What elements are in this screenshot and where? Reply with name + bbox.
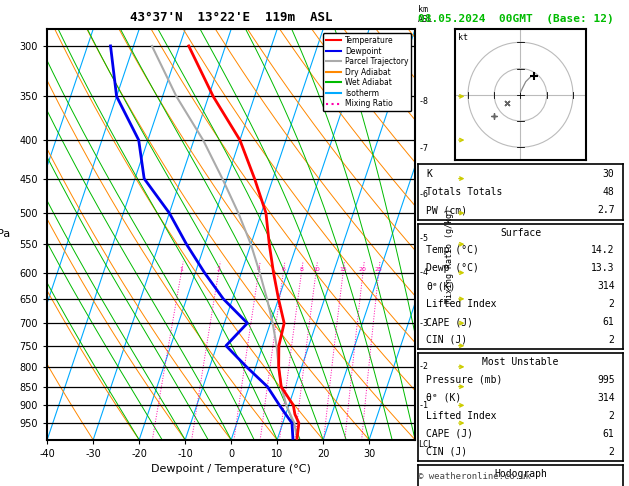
Y-axis label: hPa: hPa bbox=[0, 229, 10, 240]
Text: Surface: Surface bbox=[500, 227, 541, 238]
Text: LCL: LCL bbox=[418, 440, 433, 449]
Text: 15: 15 bbox=[339, 267, 347, 272]
Text: -5: -5 bbox=[418, 234, 428, 243]
X-axis label: Dewpoint / Temperature (°C): Dewpoint / Temperature (°C) bbox=[151, 465, 311, 474]
Text: PW (cm): PW (cm) bbox=[426, 206, 467, 215]
Text: 2: 2 bbox=[609, 335, 615, 345]
Text: 8: 8 bbox=[299, 267, 303, 272]
Text: 08.05.2024  00GMT  (Base: 12): 08.05.2024 00GMT (Base: 12) bbox=[418, 14, 614, 24]
Text: θᵉ(K): θᵉ(K) bbox=[426, 281, 456, 291]
Text: kt: kt bbox=[457, 33, 467, 42]
Text: 2: 2 bbox=[216, 267, 220, 272]
Text: Temp (°C): Temp (°C) bbox=[426, 245, 479, 256]
Text: 995: 995 bbox=[597, 375, 615, 385]
Text: -6: -6 bbox=[418, 190, 428, 199]
Text: θᵉ (K): θᵉ (K) bbox=[426, 393, 462, 403]
Text: 10: 10 bbox=[312, 267, 320, 272]
Text: -8: -8 bbox=[418, 97, 428, 106]
Text: Dewp (°C): Dewp (°C) bbox=[426, 263, 479, 273]
Text: 43°37'N  13°22'E  119m  ASL: 43°37'N 13°22'E 119m ASL bbox=[130, 11, 332, 24]
Text: 14.2: 14.2 bbox=[591, 245, 615, 256]
Text: 2: 2 bbox=[609, 411, 615, 421]
Text: 1: 1 bbox=[179, 267, 183, 272]
Text: 25: 25 bbox=[375, 267, 382, 272]
Text: CAPE (J): CAPE (J) bbox=[426, 429, 474, 439]
Text: CIN (J): CIN (J) bbox=[426, 335, 467, 345]
Text: 20: 20 bbox=[359, 267, 367, 272]
Text: Hodograph: Hodograph bbox=[494, 469, 547, 479]
Text: 13.3: 13.3 bbox=[591, 263, 615, 273]
Text: -3: -3 bbox=[418, 319, 428, 328]
Text: 4: 4 bbox=[257, 267, 260, 272]
Text: © weatheronline.co.uk: © weatheronline.co.uk bbox=[418, 472, 531, 481]
Text: 314: 314 bbox=[597, 281, 615, 291]
Text: CIN (J): CIN (J) bbox=[426, 447, 467, 457]
Text: 30: 30 bbox=[603, 169, 615, 178]
Text: 2.7: 2.7 bbox=[597, 206, 615, 215]
Text: km
ASL: km ASL bbox=[418, 5, 433, 24]
Text: 6: 6 bbox=[281, 267, 285, 272]
Text: 48: 48 bbox=[603, 187, 615, 197]
Text: Pressure (mb): Pressure (mb) bbox=[426, 375, 503, 385]
Text: 61: 61 bbox=[603, 317, 615, 327]
Text: 2: 2 bbox=[609, 299, 615, 309]
Text: K: K bbox=[426, 169, 432, 178]
Text: Totals Totals: Totals Totals bbox=[426, 187, 503, 197]
Text: -4: -4 bbox=[418, 268, 428, 277]
Text: 2: 2 bbox=[609, 447, 615, 457]
Text: Lifted Index: Lifted Index bbox=[426, 299, 497, 309]
Text: -1: -1 bbox=[418, 401, 428, 410]
Text: CAPE (J): CAPE (J) bbox=[426, 317, 474, 327]
Text: Most Unstable: Most Unstable bbox=[482, 357, 559, 367]
Text: 61: 61 bbox=[603, 429, 615, 439]
Legend: Temperature, Dewpoint, Parcel Trajectory, Dry Adiabat, Wet Adiabat, Isotherm, Mi: Temperature, Dewpoint, Parcel Trajectory… bbox=[323, 33, 411, 111]
Text: -7: -7 bbox=[418, 144, 428, 154]
Text: Mixing Ratio (g/kg): Mixing Ratio (g/kg) bbox=[445, 208, 454, 302]
Text: 314: 314 bbox=[597, 393, 615, 403]
Text: Lifted Index: Lifted Index bbox=[426, 411, 497, 421]
Text: -2: -2 bbox=[418, 363, 428, 371]
